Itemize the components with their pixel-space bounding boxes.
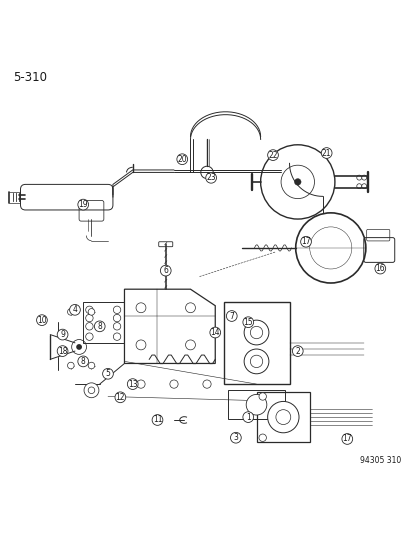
- Circle shape: [84, 383, 99, 398]
- Text: 17: 17: [301, 237, 310, 246]
- Circle shape: [88, 387, 95, 393]
- Text: 14: 14: [210, 328, 220, 337]
- Circle shape: [78, 356, 88, 367]
- Text: 23: 23: [206, 173, 216, 182]
- Circle shape: [85, 306, 93, 313]
- Circle shape: [85, 322, 93, 330]
- Circle shape: [113, 306, 121, 313]
- Circle shape: [88, 362, 95, 369]
- Circle shape: [57, 346, 68, 357]
- Circle shape: [341, 434, 352, 445]
- Circle shape: [78, 199, 88, 210]
- Circle shape: [76, 344, 82, 350]
- Circle shape: [102, 368, 113, 379]
- Circle shape: [294, 179, 300, 185]
- Text: 13: 13: [128, 379, 137, 389]
- Circle shape: [85, 314, 93, 322]
- Circle shape: [185, 303, 195, 313]
- Circle shape: [85, 333, 93, 341]
- Circle shape: [205, 172, 216, 183]
- Text: 20: 20: [177, 155, 187, 164]
- Circle shape: [202, 380, 211, 388]
- Circle shape: [244, 349, 268, 374]
- Circle shape: [136, 340, 145, 350]
- Circle shape: [300, 236, 311, 247]
- Circle shape: [88, 309, 95, 315]
- Circle shape: [230, 432, 241, 443]
- Circle shape: [160, 265, 171, 276]
- Text: 4: 4: [72, 305, 77, 314]
- Circle shape: [127, 379, 138, 390]
- Text: 15: 15: [243, 318, 252, 327]
- Circle shape: [242, 411, 253, 423]
- Circle shape: [36, 315, 47, 326]
- Circle shape: [94, 321, 105, 332]
- Circle shape: [250, 326, 262, 338]
- Circle shape: [185, 340, 195, 350]
- Circle shape: [67, 309, 74, 315]
- Text: 1: 1: [245, 413, 250, 422]
- Text: 7: 7: [229, 311, 234, 320]
- Circle shape: [356, 184, 361, 189]
- Circle shape: [267, 150, 278, 160]
- Text: 5: 5: [105, 369, 110, 378]
- Text: 12: 12: [115, 393, 125, 402]
- Circle shape: [361, 184, 366, 189]
- Circle shape: [115, 392, 126, 402]
- FancyBboxPatch shape: [158, 242, 172, 247]
- Circle shape: [244, 320, 268, 345]
- Text: 2: 2: [295, 346, 299, 356]
- Text: 18: 18: [58, 346, 67, 356]
- Circle shape: [246, 394, 266, 415]
- Circle shape: [69, 304, 80, 315]
- Circle shape: [226, 311, 237, 321]
- Text: 19: 19: [78, 200, 88, 209]
- Circle shape: [113, 314, 121, 322]
- Text: 11: 11: [152, 416, 162, 424]
- Circle shape: [169, 380, 178, 388]
- Circle shape: [320, 148, 331, 158]
- Text: 10: 10: [37, 316, 47, 325]
- Circle shape: [250, 355, 262, 368]
- Text: 3: 3: [233, 433, 238, 442]
- Circle shape: [57, 329, 68, 340]
- Circle shape: [361, 175, 366, 180]
- Circle shape: [136, 303, 145, 313]
- Circle shape: [200, 166, 213, 179]
- Text: 6: 6: [163, 266, 168, 275]
- Circle shape: [113, 322, 121, 330]
- Circle shape: [113, 333, 121, 341]
- Circle shape: [267, 401, 298, 433]
- Circle shape: [242, 317, 253, 328]
- Circle shape: [259, 393, 266, 400]
- Circle shape: [137, 380, 145, 388]
- Circle shape: [259, 434, 266, 441]
- Circle shape: [374, 263, 385, 274]
- Text: 17: 17: [342, 434, 351, 443]
- Text: 22: 22: [268, 151, 277, 159]
- Text: 9: 9: [60, 330, 65, 339]
- Text: 94305 310: 94305 310: [359, 456, 400, 465]
- Circle shape: [209, 327, 220, 338]
- Text: 8: 8: [97, 322, 102, 331]
- Circle shape: [292, 346, 302, 357]
- Text: 8: 8: [81, 357, 85, 366]
- Circle shape: [176, 154, 187, 165]
- Text: 5-310: 5-310: [13, 70, 47, 84]
- Text: 16: 16: [375, 264, 384, 273]
- Circle shape: [356, 175, 361, 180]
- Text: 21: 21: [321, 149, 331, 158]
- Circle shape: [67, 362, 74, 369]
- Circle shape: [275, 410, 290, 424]
- Circle shape: [152, 415, 162, 425]
